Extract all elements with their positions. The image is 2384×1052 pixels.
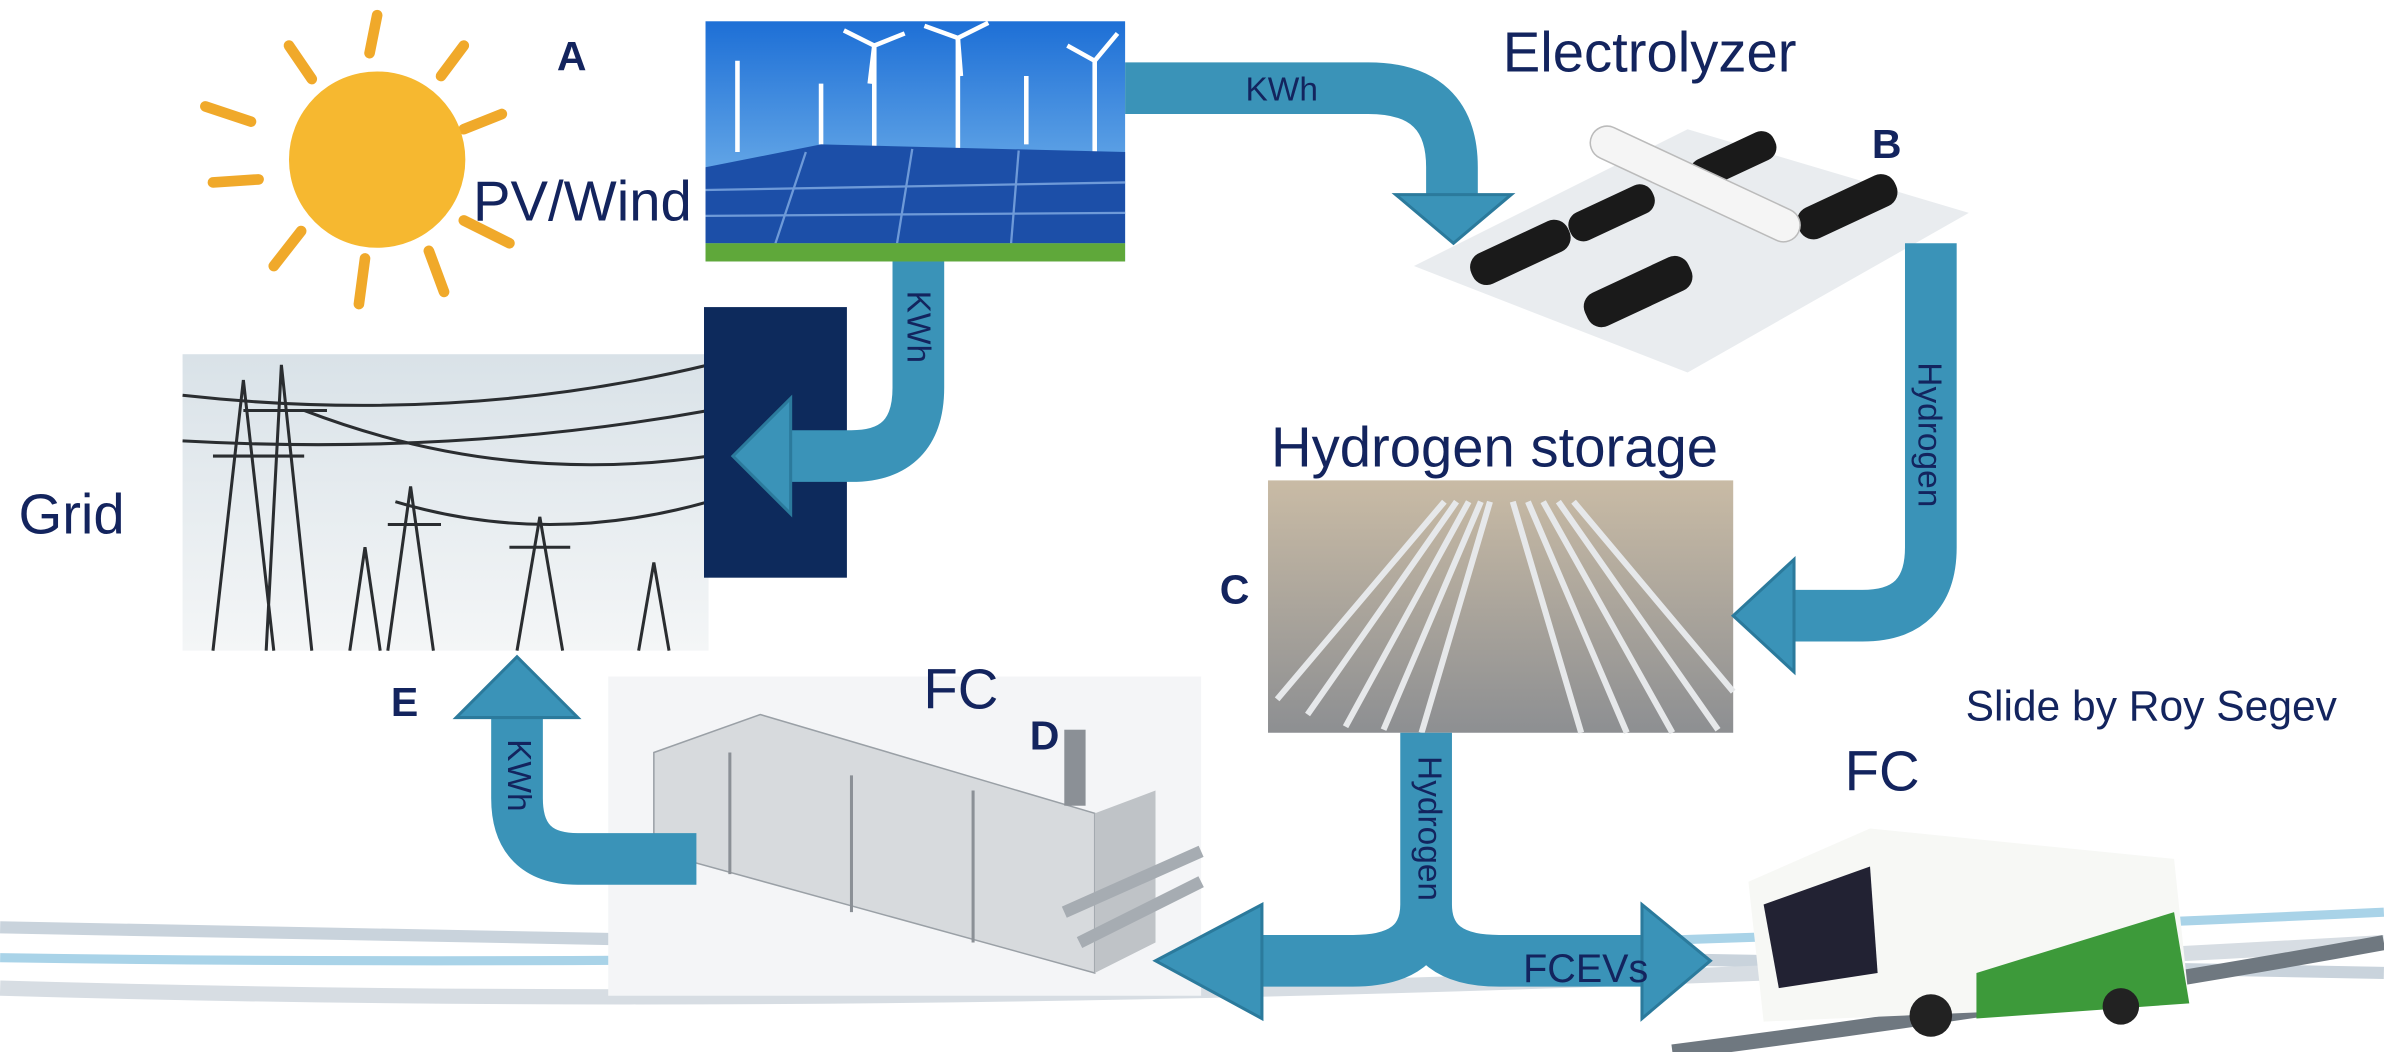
flow-label: KWh bbox=[500, 739, 537, 811]
node-label: FC bbox=[1845, 740, 1920, 803]
letter: C bbox=[1220, 567, 1250, 613]
letter: E bbox=[391, 679, 418, 725]
credit: Slide by Roy Segev bbox=[1966, 683, 2338, 731]
node-label: Hydrogen storage bbox=[1271, 416, 1718, 479]
bus-image bbox=[1748, 829, 2189, 1037]
grid-image bbox=[183, 354, 709, 650]
letter: B bbox=[1872, 121, 1902, 167]
storage-image bbox=[1268, 480, 1733, 732]
sun bbox=[205, 15, 509, 304]
node-label: Electrolyzer bbox=[1503, 20, 1797, 83]
slide: A PV/Wind Electrolyzer B Hydrogen storag… bbox=[0, 0, 2384, 1052]
fuel-cell-image bbox=[608, 677, 1201, 996]
letter: A bbox=[557, 33, 587, 79]
node-label: PV/Wind bbox=[473, 169, 692, 232]
node-label: FC bbox=[923, 657, 998, 720]
flow-label: KWh bbox=[1245, 71, 1317, 108]
flow-label: Hydrogen bbox=[1411, 756, 1448, 901]
flow-label: Hydrogen bbox=[1911, 362, 1948, 507]
node-label: Grid bbox=[18, 483, 124, 546]
flow-label: KWh bbox=[900, 291, 937, 363]
flow-label: FCEVs bbox=[1523, 947, 1648, 991]
pv-wind-image bbox=[706, 21, 1126, 261]
letter: D bbox=[1030, 712, 1060, 758]
